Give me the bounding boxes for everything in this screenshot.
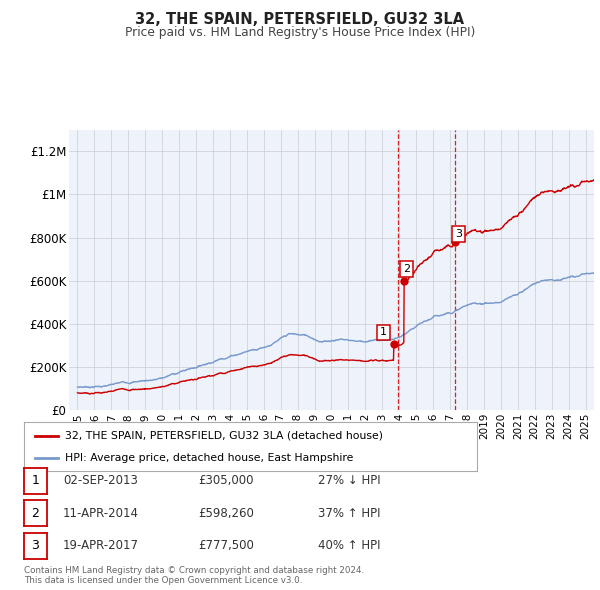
Text: 3: 3 [31, 539, 40, 552]
Text: This data is licensed under the Open Government Licence v3.0.: This data is licensed under the Open Gov… [24, 576, 302, 585]
Text: £305,000: £305,000 [198, 474, 254, 487]
Text: £598,260: £598,260 [198, 507, 254, 520]
Text: 27% ↓ HPI: 27% ↓ HPI [318, 474, 380, 487]
Text: 32, THE SPAIN, PETERSFIELD, GU32 3LA (detached house): 32, THE SPAIN, PETERSFIELD, GU32 3LA (de… [65, 431, 383, 441]
Text: 2: 2 [31, 507, 40, 520]
Text: 1: 1 [380, 327, 387, 337]
Text: HPI: Average price, detached house, East Hampshire: HPI: Average price, detached house, East… [65, 453, 353, 463]
Text: 3: 3 [455, 229, 462, 239]
Text: £777,500: £777,500 [198, 539, 254, 552]
Text: 32, THE SPAIN, PETERSFIELD, GU32 3LA: 32, THE SPAIN, PETERSFIELD, GU32 3LA [136, 12, 464, 27]
Text: Contains HM Land Registry data © Crown copyright and database right 2024.: Contains HM Land Registry data © Crown c… [24, 566, 364, 575]
Text: Price paid vs. HM Land Registry's House Price Index (HPI): Price paid vs. HM Land Registry's House … [125, 26, 475, 39]
Text: 19-APR-2017: 19-APR-2017 [63, 539, 139, 552]
Text: 11-APR-2014: 11-APR-2014 [63, 507, 139, 520]
Text: 37% ↑ HPI: 37% ↑ HPI [318, 507, 380, 520]
Text: 2: 2 [403, 264, 410, 274]
Text: 02-SEP-2013: 02-SEP-2013 [63, 474, 138, 487]
Text: 1: 1 [31, 474, 40, 487]
Text: 40% ↑ HPI: 40% ↑ HPI [318, 539, 380, 552]
